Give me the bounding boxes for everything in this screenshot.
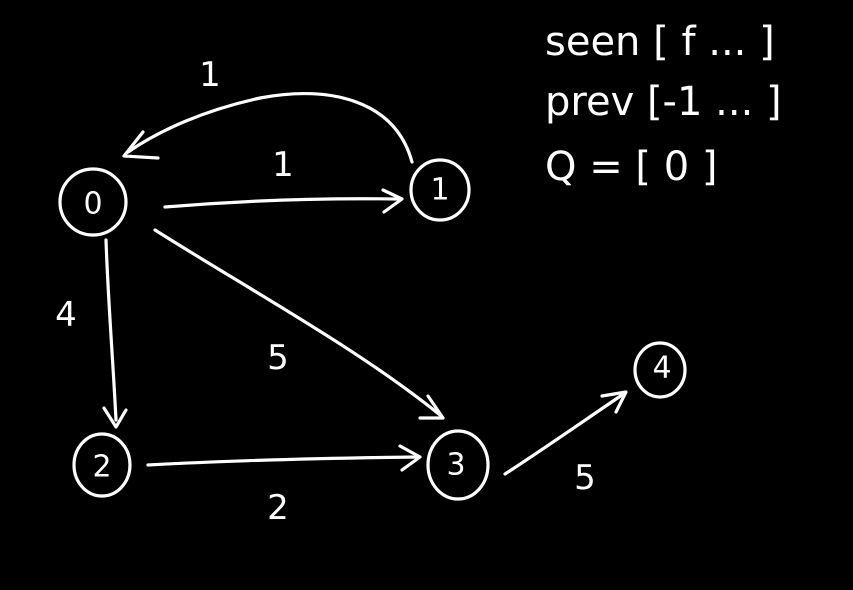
edge-1-to-0-arrowhead <box>122 130 160 160</box>
edge-0-to-2: 4 <box>55 238 128 429</box>
edge-0-to-2-weight: 4 <box>55 295 77 335</box>
note-prev: prev [-1 ... ] <box>545 79 782 125</box>
edge-0-to-3: 5 <box>153 228 445 420</box>
node-1: 1 <box>409 158 471 222</box>
edge-2-to-3-weight: 2 <box>267 488 289 528</box>
node-4-label: 4 <box>652 351 671 386</box>
edge-2-to-3-arrowhead <box>398 444 422 472</box>
notes-panel: seen [ f ... ] prev [-1 ... ] Q = [ 0 ] <box>545 19 782 190</box>
edge-0-to-3-arrowhead <box>418 394 445 420</box>
note-seen: seen [ f ... ] <box>545 19 775 65</box>
edge-1-to-0: 1 <box>122 55 414 164</box>
node-4: 4 <box>633 341 687 399</box>
edge-2-to-3: 2 <box>146 444 422 528</box>
edge-3-to-4-weight: 5 <box>574 458 596 498</box>
edge-1-to-0-weight: 1 <box>199 55 221 95</box>
node-0-label: 0 <box>83 187 102 222</box>
node-2-label: 2 <box>92 450 111 485</box>
edge-3-to-4: 5 <box>503 390 628 498</box>
node-3-label: 3 <box>446 448 465 483</box>
node-0: 0 <box>58 167 128 237</box>
edge-0-to-2-arrowhead <box>102 406 128 429</box>
edge-0-to-1: 1 <box>163 145 404 214</box>
note-queue: Q = [ 0 ] <box>545 144 718 190</box>
edge-0-to-1-arrowhead <box>381 188 404 214</box>
node-3: 3 <box>426 429 490 501</box>
edge-0-to-1-weight: 1 <box>272 145 294 185</box>
node-2: 2 <box>72 432 132 498</box>
node-1-label: 1 <box>430 173 449 208</box>
edge-0-to-3-weight: 5 <box>267 338 289 378</box>
edge-3-to-4-arrowhead <box>600 390 628 414</box>
